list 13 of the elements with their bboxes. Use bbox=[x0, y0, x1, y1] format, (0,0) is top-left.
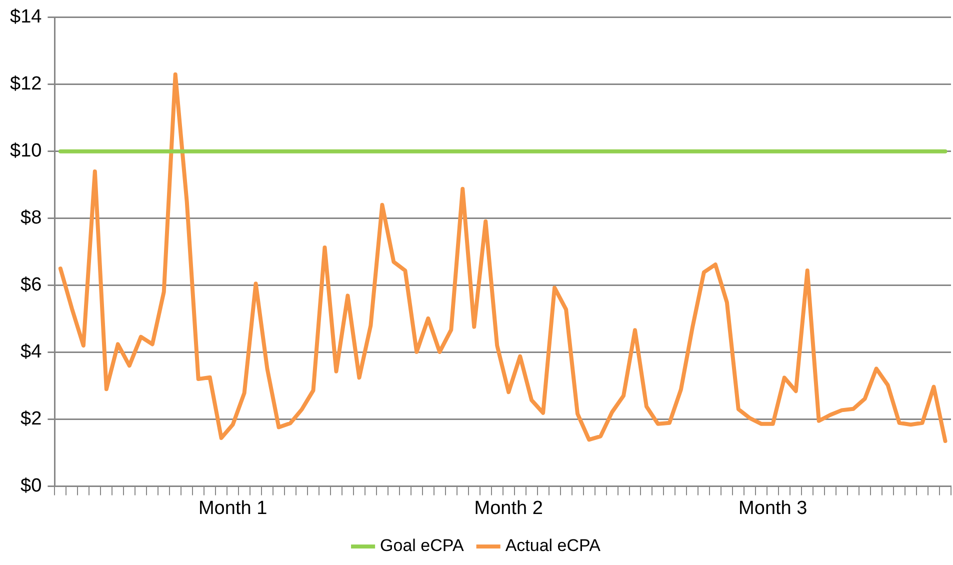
y-tick-label: $4 bbox=[20, 341, 42, 362]
legend-label: Actual eCPA bbox=[505, 536, 602, 556]
y-tick-label: $14 bbox=[10, 6, 42, 28]
y-tick-label: $0 bbox=[20, 475, 42, 496]
y-tick-label: $6 bbox=[20, 274, 42, 296]
y-tick-label: $10 bbox=[10, 140, 42, 162]
x-tick-label: Month 1 bbox=[198, 498, 268, 519]
y-tick-label: $8 bbox=[20, 208, 42, 229]
x-tick-label: Month 2 bbox=[474, 498, 543, 519]
y-tick-label: $2 bbox=[20, 408, 42, 430]
x-tick-label: Month 3 bbox=[738, 498, 808, 519]
legend-label: Goal eCPA bbox=[380, 536, 464, 556]
y-tick-label: $12 bbox=[10, 74, 42, 95]
